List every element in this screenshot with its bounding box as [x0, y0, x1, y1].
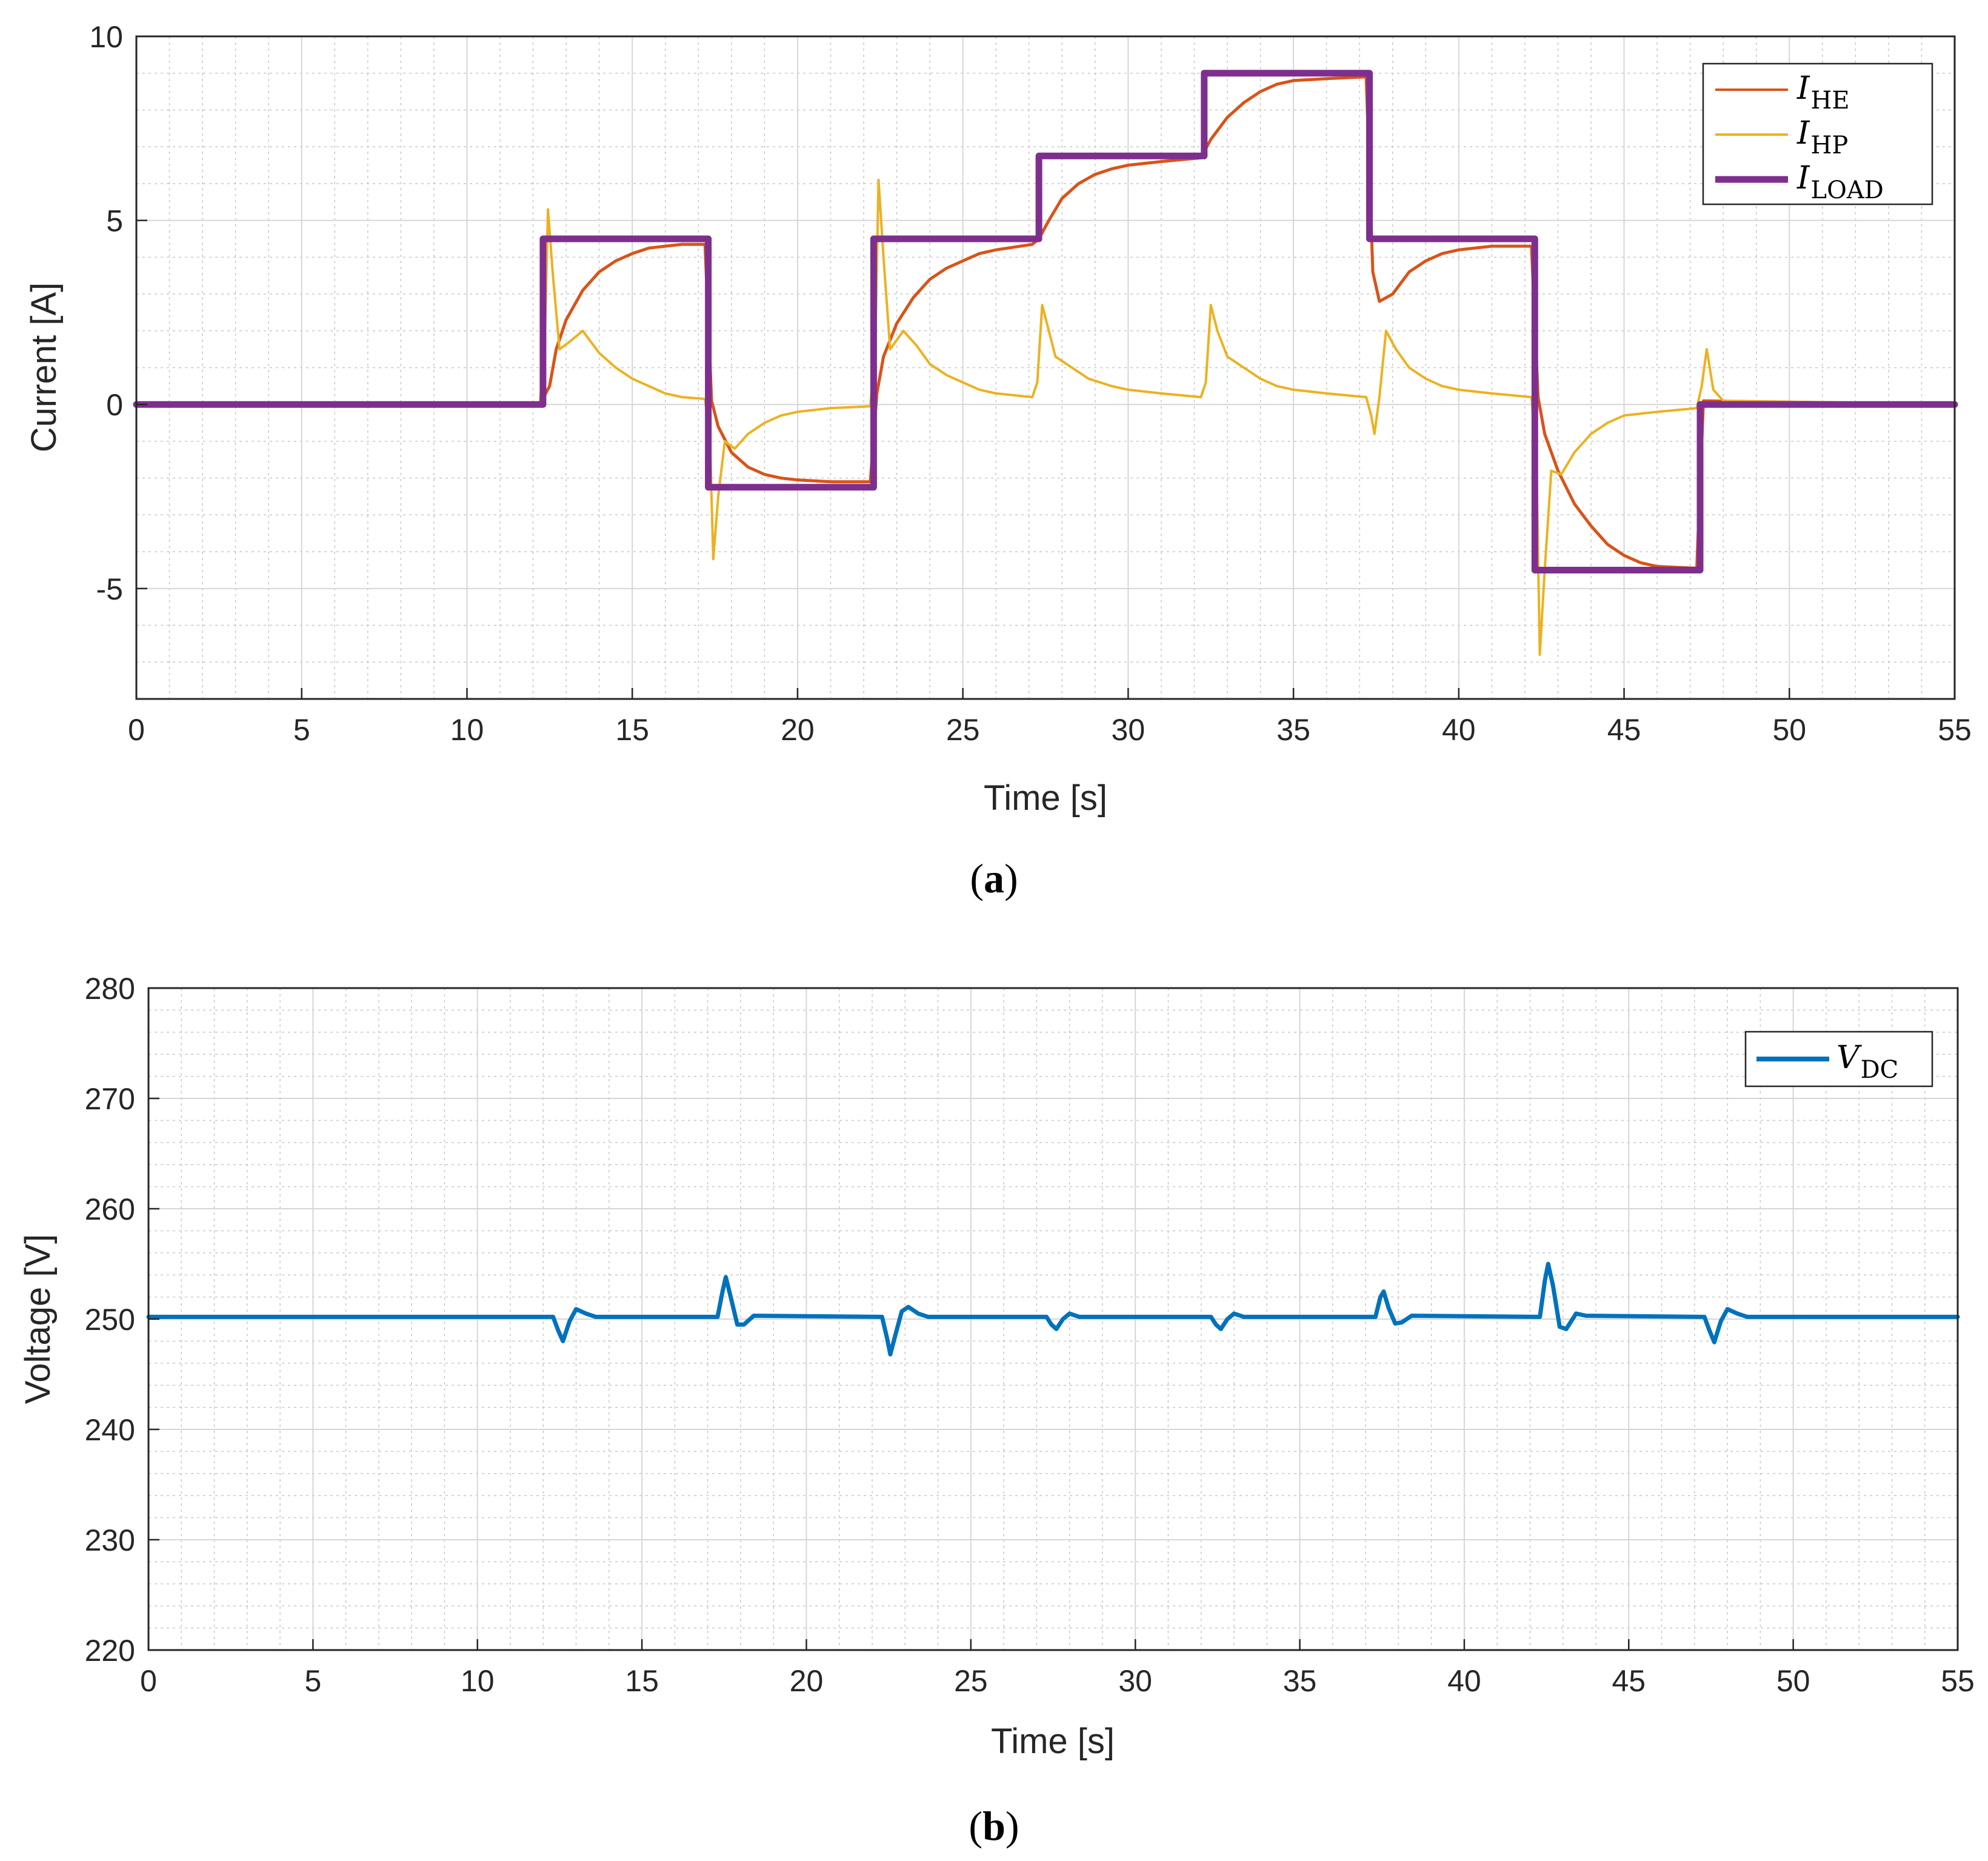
x-tick-label: 50 — [1772, 713, 1806, 747]
x-tick-label: 10 — [450, 713, 484, 747]
x-tick-label: 15 — [615, 713, 649, 747]
x-tick-label: 40 — [1447, 1664, 1481, 1698]
x-tick-label: 0 — [128, 713, 145, 747]
x-tick-label: 0 — [140, 1664, 157, 1698]
legend-iload-main: I — [1796, 160, 1810, 196]
chart-a-series — [133, 70, 1958, 657]
legend-vdc-sub: DC — [1861, 1056, 1899, 1084]
x-tick-label: 25 — [954, 1664, 988, 1698]
chart-a-legend: IHE IHP ILOAD — [1702, 62, 1933, 205]
legend-ihp-main: I — [1796, 115, 1810, 152]
y-tick-label: 270 — [85, 1082, 135, 1116]
chart-b-grid — [148, 987, 1958, 1651]
x-tick-label: 45 — [1612, 1664, 1646, 1698]
chart-a-frame — [135, 35, 1956, 700]
x-tick-label: 30 — [1118, 1664, 1152, 1698]
chart-b-legend: VDC — [1744, 1031, 1933, 1088]
x-tick-label: 50 — [1776, 1664, 1810, 1698]
x-tick-label: 5 — [304, 1664, 321, 1698]
x-tick-label: 35 — [1276, 713, 1310, 747]
chart-b-y-axis-label: Voltage [V] — [18, 1234, 58, 1405]
x-tick-label: 30 — [1112, 713, 1146, 747]
chart-a-caption-letter: a — [984, 855, 1004, 901]
chart-b-ticks: 0 5 10 15 20 25 30 35 40 45 50 55 220 230 240 250 260 270… — [85, 972, 1975, 1698]
legend-label-iload: ILOAD — [1796, 160, 1884, 204]
legend-vdc-main: V — [1836, 1040, 1862, 1076]
legend-label-ihp: IHP — [1796, 115, 1848, 159]
legend-label-vdc: VDC — [1836, 1040, 1898, 1084]
y-tick-label: 220 — [85, 1634, 135, 1668]
series-v-dc — [146, 1261, 1960, 1357]
x-tick-label: 15 — [625, 1664, 659, 1698]
y-tick-label: 5 — [106, 204, 123, 238]
legend-iload-sub: LOAD — [1811, 176, 1884, 204]
legend-ihe-main: I — [1796, 70, 1810, 107]
x-tick-label: 55 — [1938, 713, 1972, 747]
chart-a-caption: (a) — [970, 855, 1018, 901]
chart-a-grid — [136, 36, 1955, 700]
chart-a-x-axis-label: Time [s] — [984, 778, 1107, 818]
chart-b-x-axis-label: Time [s] — [991, 1722, 1115, 1761]
x-tick-label: 45 — [1607, 713, 1641, 747]
y-tick-label: 250 — [85, 1303, 135, 1337]
chart-b-series — [146, 1261, 1960, 1357]
chart-a-y-axis-label: Current [A] — [24, 282, 64, 452]
y-tick-label: 0 — [106, 388, 123, 422]
chart-b-caption: (b) — [969, 1803, 1019, 1849]
x-tick-label: 20 — [781, 713, 815, 747]
y-tick-label: 230 — [85, 1523, 135, 1557]
chart-a-ticks: 0 5 10 15 20 25 30 35 40 45 50 55 -5 0 5 10 — [89, 20, 1971, 747]
x-tick-label: 10 — [461, 1664, 495, 1698]
legend-ihe-sub: HE — [1811, 87, 1850, 115]
y-tick-label: 280 — [85, 972, 135, 1006]
legend-ihp-sub: HP — [1811, 132, 1849, 159]
x-tick-label: 25 — [946, 713, 980, 747]
x-tick-label: 55 — [1941, 1664, 1975, 1698]
chart-a: 0 5 10 15 20 25 30 35 40 45 50 55 -5 0 5 10 Time [s] Cu… — [24, 20, 1972, 901]
y-tick-label: -5 — [96, 572, 123, 606]
y-tick-label: 260 — [85, 1192, 135, 1226]
series-i-load — [133, 70, 1958, 573]
legend-label-ihe: IHE — [1796, 70, 1850, 115]
chart-b-caption-letter: b — [982, 1803, 1006, 1849]
y-tick-label: 240 — [85, 1413, 135, 1447]
chart-b: 0 5 10 15 20 25 30 35 40 45 50 55 220 230 240 250 260 270… — [18, 972, 1975, 1849]
y-tick-label: 10 — [89, 20, 123, 54]
x-tick-label: 40 — [1442, 713, 1476, 747]
x-tick-label: 35 — [1283, 1664, 1317, 1698]
x-tick-label: 20 — [790, 1664, 824, 1698]
x-tick-label: 5 — [293, 713, 310, 747]
